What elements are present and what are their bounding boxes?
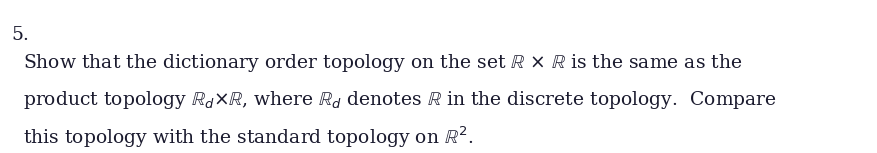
Text: Show that the dictionary order topology on the set $\mathbb{R}$ $\times$ $\mathb: Show that the dictionary order topology … <box>24 52 743 74</box>
Text: 5.: 5. <box>11 26 30 44</box>
Text: product topology $\mathbb{R}_d$$\times$$\mathbb{R}$, where $\mathbb{R}_d$ denote: product topology $\mathbb{R}_d$$\times$$… <box>24 89 777 111</box>
Text: this topology with the standard topology on $\mathbb{R}^2$.: this topology with the standard topology… <box>24 124 474 150</box>
